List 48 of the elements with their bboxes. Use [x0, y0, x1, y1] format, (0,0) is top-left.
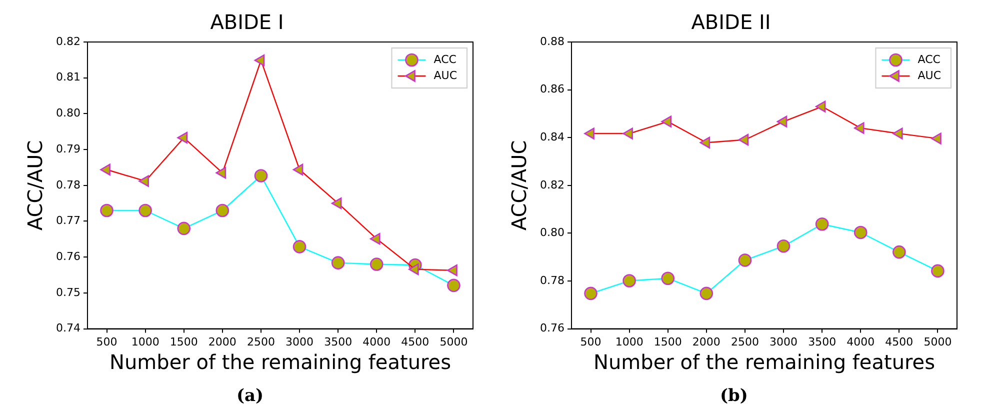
y-tick-label: 0.84: [540, 130, 564, 144]
x-tick-label: 500: [580, 335, 602, 348]
y-tick-label: 0.78: [540, 274, 564, 287]
x-tick-label: 3500: [324, 335, 352, 348]
x-tick-label: 500: [96, 335, 118, 348]
x-tick-label: 4500: [885, 335, 914, 348]
y-tick-label: 0.75: [56, 286, 80, 299]
legend-label: ACC: [434, 52, 457, 66]
y-tick-label: 0.80: [56, 106, 80, 120]
x-tick-label: 1000: [131, 335, 160, 348]
y-tick-label: 0.82: [540, 178, 564, 192]
y-tick-label: 0.74: [56, 322, 80, 335]
x-tick-label: 2000: [692, 335, 720, 348]
x-tick-label: 2000: [208, 335, 236, 348]
legend-label: ACC: [918, 52, 941, 66]
y-tick-label: 0.76: [56, 250, 80, 263]
y-tick-label: 0.82: [56, 34, 80, 48]
x-tick-label: 4000: [846, 335, 875, 348]
x-tick-label: 2500: [246, 335, 275, 348]
x-tick-label: 2500: [730, 335, 759, 348]
x-tick-label: 3000: [770, 335, 798, 348]
y-axis-title: ACC/AUC: [507, 140, 532, 231]
text: (b): [720, 386, 748, 406]
x-axis-title: Number of the remaining features: [594, 350, 935, 374]
y-axis-title: ACC/AUC: [23, 140, 48, 231]
text: (a): [236, 386, 264, 406]
x-tick-label: 3000: [286, 335, 314, 348]
x-tick-label: 5000: [440, 335, 468, 348]
y-tick-label: 0.78: [56, 178, 80, 192]
x-tick-label: 1000: [615, 335, 644, 348]
x-tick-label: 1500: [170, 335, 198, 348]
x-tick-label: 5000: [924, 335, 952, 348]
x-tick-label: 3500: [808, 335, 836, 348]
y-tick-label: 0.77: [56, 214, 80, 228]
y-tick-label: 0.81: [56, 70, 80, 84]
legend-label: AUC: [434, 68, 458, 82]
y-tick-label: 0.80: [540, 226, 564, 240]
y-tick-label: 0.79: [56, 142, 80, 156]
y-tick-label: 0.88: [540, 34, 564, 48]
y-tick-label: 0.86: [540, 82, 564, 96]
chart-title: ABIDE I: [210, 10, 284, 34]
x-tick-label: 4500: [401, 335, 430, 348]
legend-label: AUC: [918, 68, 942, 82]
x-tick-label: 1500: [654, 335, 682, 348]
x-tick-label: 4000: [362, 335, 391, 348]
x-axis-title: Number of the remaining features: [110, 350, 451, 374]
chart-title: ABIDE II: [691, 10, 771, 34]
y-tick-label: 0.76: [540, 322, 564, 335]
